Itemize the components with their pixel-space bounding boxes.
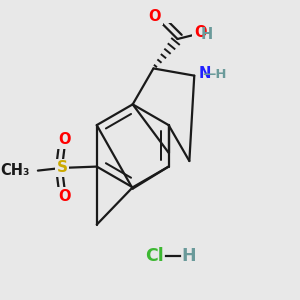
Text: Cl: Cl (145, 247, 164, 265)
Text: O: O (58, 188, 71, 203)
Text: H: H (200, 28, 212, 43)
Text: CH₃: CH₃ (1, 163, 30, 178)
Text: —H: —H (202, 68, 227, 81)
Text: O: O (58, 132, 71, 147)
Text: S: S (56, 160, 68, 175)
Text: N: N (199, 66, 211, 81)
Text: H: H (182, 247, 196, 265)
Text: O: O (148, 9, 161, 24)
Text: O: O (194, 25, 206, 40)
